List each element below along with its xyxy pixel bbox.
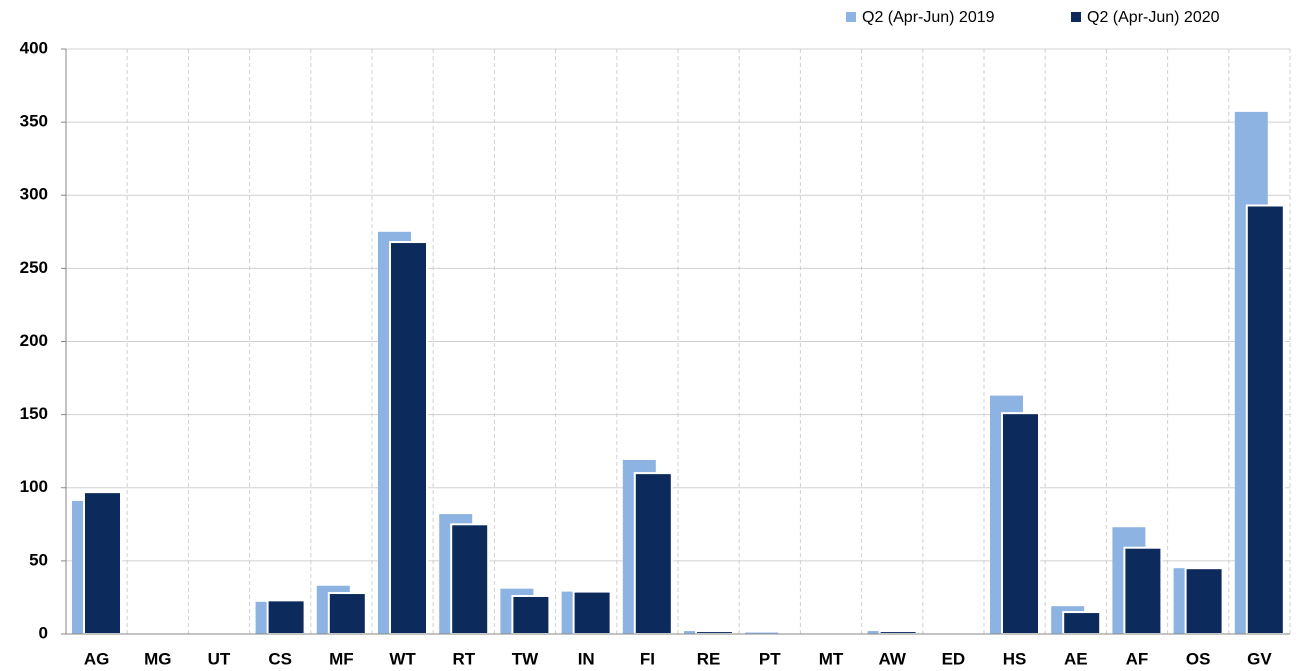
x-tick-label: GV [1247,649,1272,668]
y-tick-label: 50 [29,550,48,569]
y-tick-label: 350 [20,112,48,131]
bar [1184,567,1224,635]
bar [745,632,779,634]
x-tick-label: AW [879,649,907,668]
legend-label: Q2 (Apr-Jun) 2020 [1087,9,1220,26]
y-tick-label: 250 [20,258,48,277]
legend-swatch [846,12,856,22]
bar [572,590,612,636]
x-tick-label: AE [1064,649,1088,668]
x-tick-label: UT [208,649,231,668]
bar [1123,546,1163,636]
bar [511,594,551,635]
x-tick-label: MT [819,649,844,668]
x-tick-label: MF [329,649,354,668]
legend-label: Q2 (Apr-Jun) 2019 [862,9,995,26]
y-tick-label: 150 [20,404,48,423]
y-tick-label: 400 [20,38,48,57]
x-tick-label: MG [144,649,171,668]
x-tick-label: FI [640,649,655,668]
y-tick-label: 0 [39,623,48,642]
bar [1001,412,1040,635]
x-tick-label: RE [697,649,721,668]
x-tick-label: HS [1003,649,1027,668]
bar [450,523,490,635]
bar [1245,204,1285,636]
x-tick-label: AG [84,649,110,668]
y-tick-label: 300 [20,185,48,204]
bar [633,472,673,635]
bar [83,491,122,636]
x-tick-label: WT [389,649,416,668]
bar [266,599,306,635]
y-tick-label: 100 [20,477,48,496]
x-tick-label: OS [1186,649,1211,668]
x-tick-label: IN [578,649,595,668]
y-tick-label: 200 [20,331,48,350]
bar [327,592,367,635]
x-tick-label: ED [942,649,966,668]
x-tick-label: RT [452,649,475,668]
x-tick-label: TW [512,649,539,668]
legend-swatch [1071,12,1081,22]
x-tick-label: PT [759,649,781,668]
bar [389,241,428,636]
bar [1062,611,1102,635]
x-tick-label: AF [1126,649,1149,668]
x-tick-label: CS [268,649,292,668]
